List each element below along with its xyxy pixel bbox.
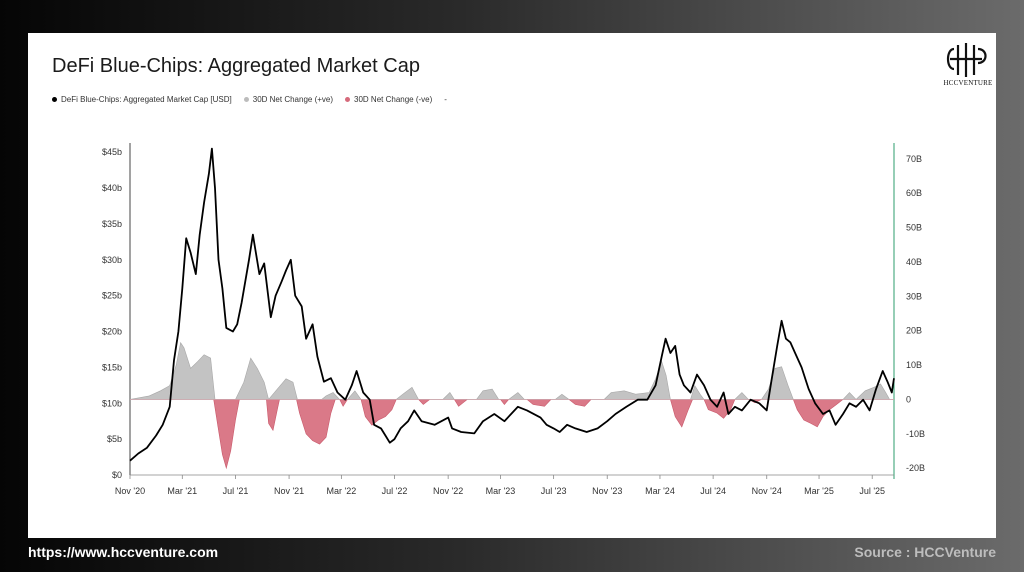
chart-legend: DeFi Blue-Chips: Aggregated Market Cap [… [52, 95, 447, 104]
x-tick-label: Jul '24 [700, 486, 726, 496]
x-tick-label: Nov '24 [752, 486, 782, 496]
x-tick-label: Mar '23 [486, 486, 516, 496]
series-positive-change-area [129, 341, 894, 401]
y-left-tick-label: $30b [102, 255, 122, 265]
x-tick-label: Mar '22 [327, 486, 357, 496]
y-left-tick-label: $45b [102, 147, 122, 157]
y-right-tick-label: 50B [906, 223, 922, 233]
logo-mark-icon [946, 43, 987, 77]
x-tick-label: Mar '25 [804, 486, 834, 496]
series-market-cap-line [129, 147, 895, 462]
x-tick-label: Nov '23 [592, 486, 622, 496]
y-left-tick-label: $40b [102, 183, 122, 193]
y-left-tick-label: $15b [102, 362, 122, 372]
x-tick-label: Mar '21 [167, 486, 197, 496]
x-tick-label: Jul '21 [223, 486, 249, 496]
x-tick-label: Jul '23 [541, 486, 567, 496]
x-tick-label: Nov '21 [274, 486, 304, 496]
legend-label-market-cap: DeFi Blue-Chips: Aggregated Market Cap [… [61, 95, 232, 104]
x-tick-label: Nov '22 [433, 486, 463, 496]
legend-label-negative-change: 30D Net Change (-ve) [354, 95, 433, 104]
chart-title: DeFi Blue-Chips: Aggregated Market Cap [52, 55, 420, 77]
y-right-tick-label: 0 [906, 394, 911, 404]
market-cap-chart: $0 $5b $10b $15b $20b $25b $30b $35b $40b $45b 70B… [102, 143, 925, 496]
y-right-tick-label: 70B [906, 154, 922, 164]
hccventure-logo: HCCVENTURE [940, 41, 996, 91]
x-tick-label: Mar '24 [645, 486, 675, 496]
y-right-tick-label: 10B [906, 360, 922, 370]
legend-item-market-cap[interactable]: DeFi Blue-Chips: Aggregated Market Cap [… [52, 95, 232, 104]
y-left-tick-label: $25b [102, 291, 122, 301]
x-tick-label: Jul '22 [382, 486, 408, 496]
footer-source: Source : HCCVenture [854, 544, 996, 560]
y-right-tick-label: -20B [906, 463, 925, 473]
legend-dot-negative-change [345, 97, 351, 102]
y-left-tick-label: $5b [107, 434, 122, 444]
y-right-tick-label: 20B [906, 326, 922, 336]
legend-label-positive-change: 30D Net Change (+ve) [252, 95, 334, 104]
y-left-tick-label: $35b [102, 219, 122, 229]
legend-item-negative-change[interactable]: 30D Net Change (-ve) [345, 95, 432, 104]
y-right-tick-label: 30B [906, 291, 922, 301]
legend-dot-positive-change [243, 97, 249, 102]
legend-item-extra[interactable]: - [444, 95, 447, 104]
y-left-tick-label: $20b [102, 327, 122, 337]
y-right-tick-label: 40B [906, 257, 922, 267]
chart-card: DeFi Blue-Chips: Aggregated Market Cap D… [28, 33, 996, 538]
x-tick-label: Jul '25 [859, 486, 885, 496]
x-tick-label: Nov '20 [115, 486, 145, 496]
legend-item-positive-change[interactable]: 30D Net Change (+ve) [243, 95, 334, 104]
y-left-tick-label: $0 [112, 470, 122, 480]
y-left-tick-label: $10b [102, 398, 122, 408]
legend-label-extra: - [444, 95, 447, 104]
series-negative-change-area [130, 399, 894, 470]
legend-dot-market-cap [52, 97, 57, 102]
logo-text: HCCVENTURE [943, 79, 993, 87]
footer-url[interactable]: https://www.hccventure.com [28, 544, 219, 560]
y-right-tick-label: -10B [906, 429, 925, 439]
y-right-tick-label: 60B [906, 188, 922, 198]
